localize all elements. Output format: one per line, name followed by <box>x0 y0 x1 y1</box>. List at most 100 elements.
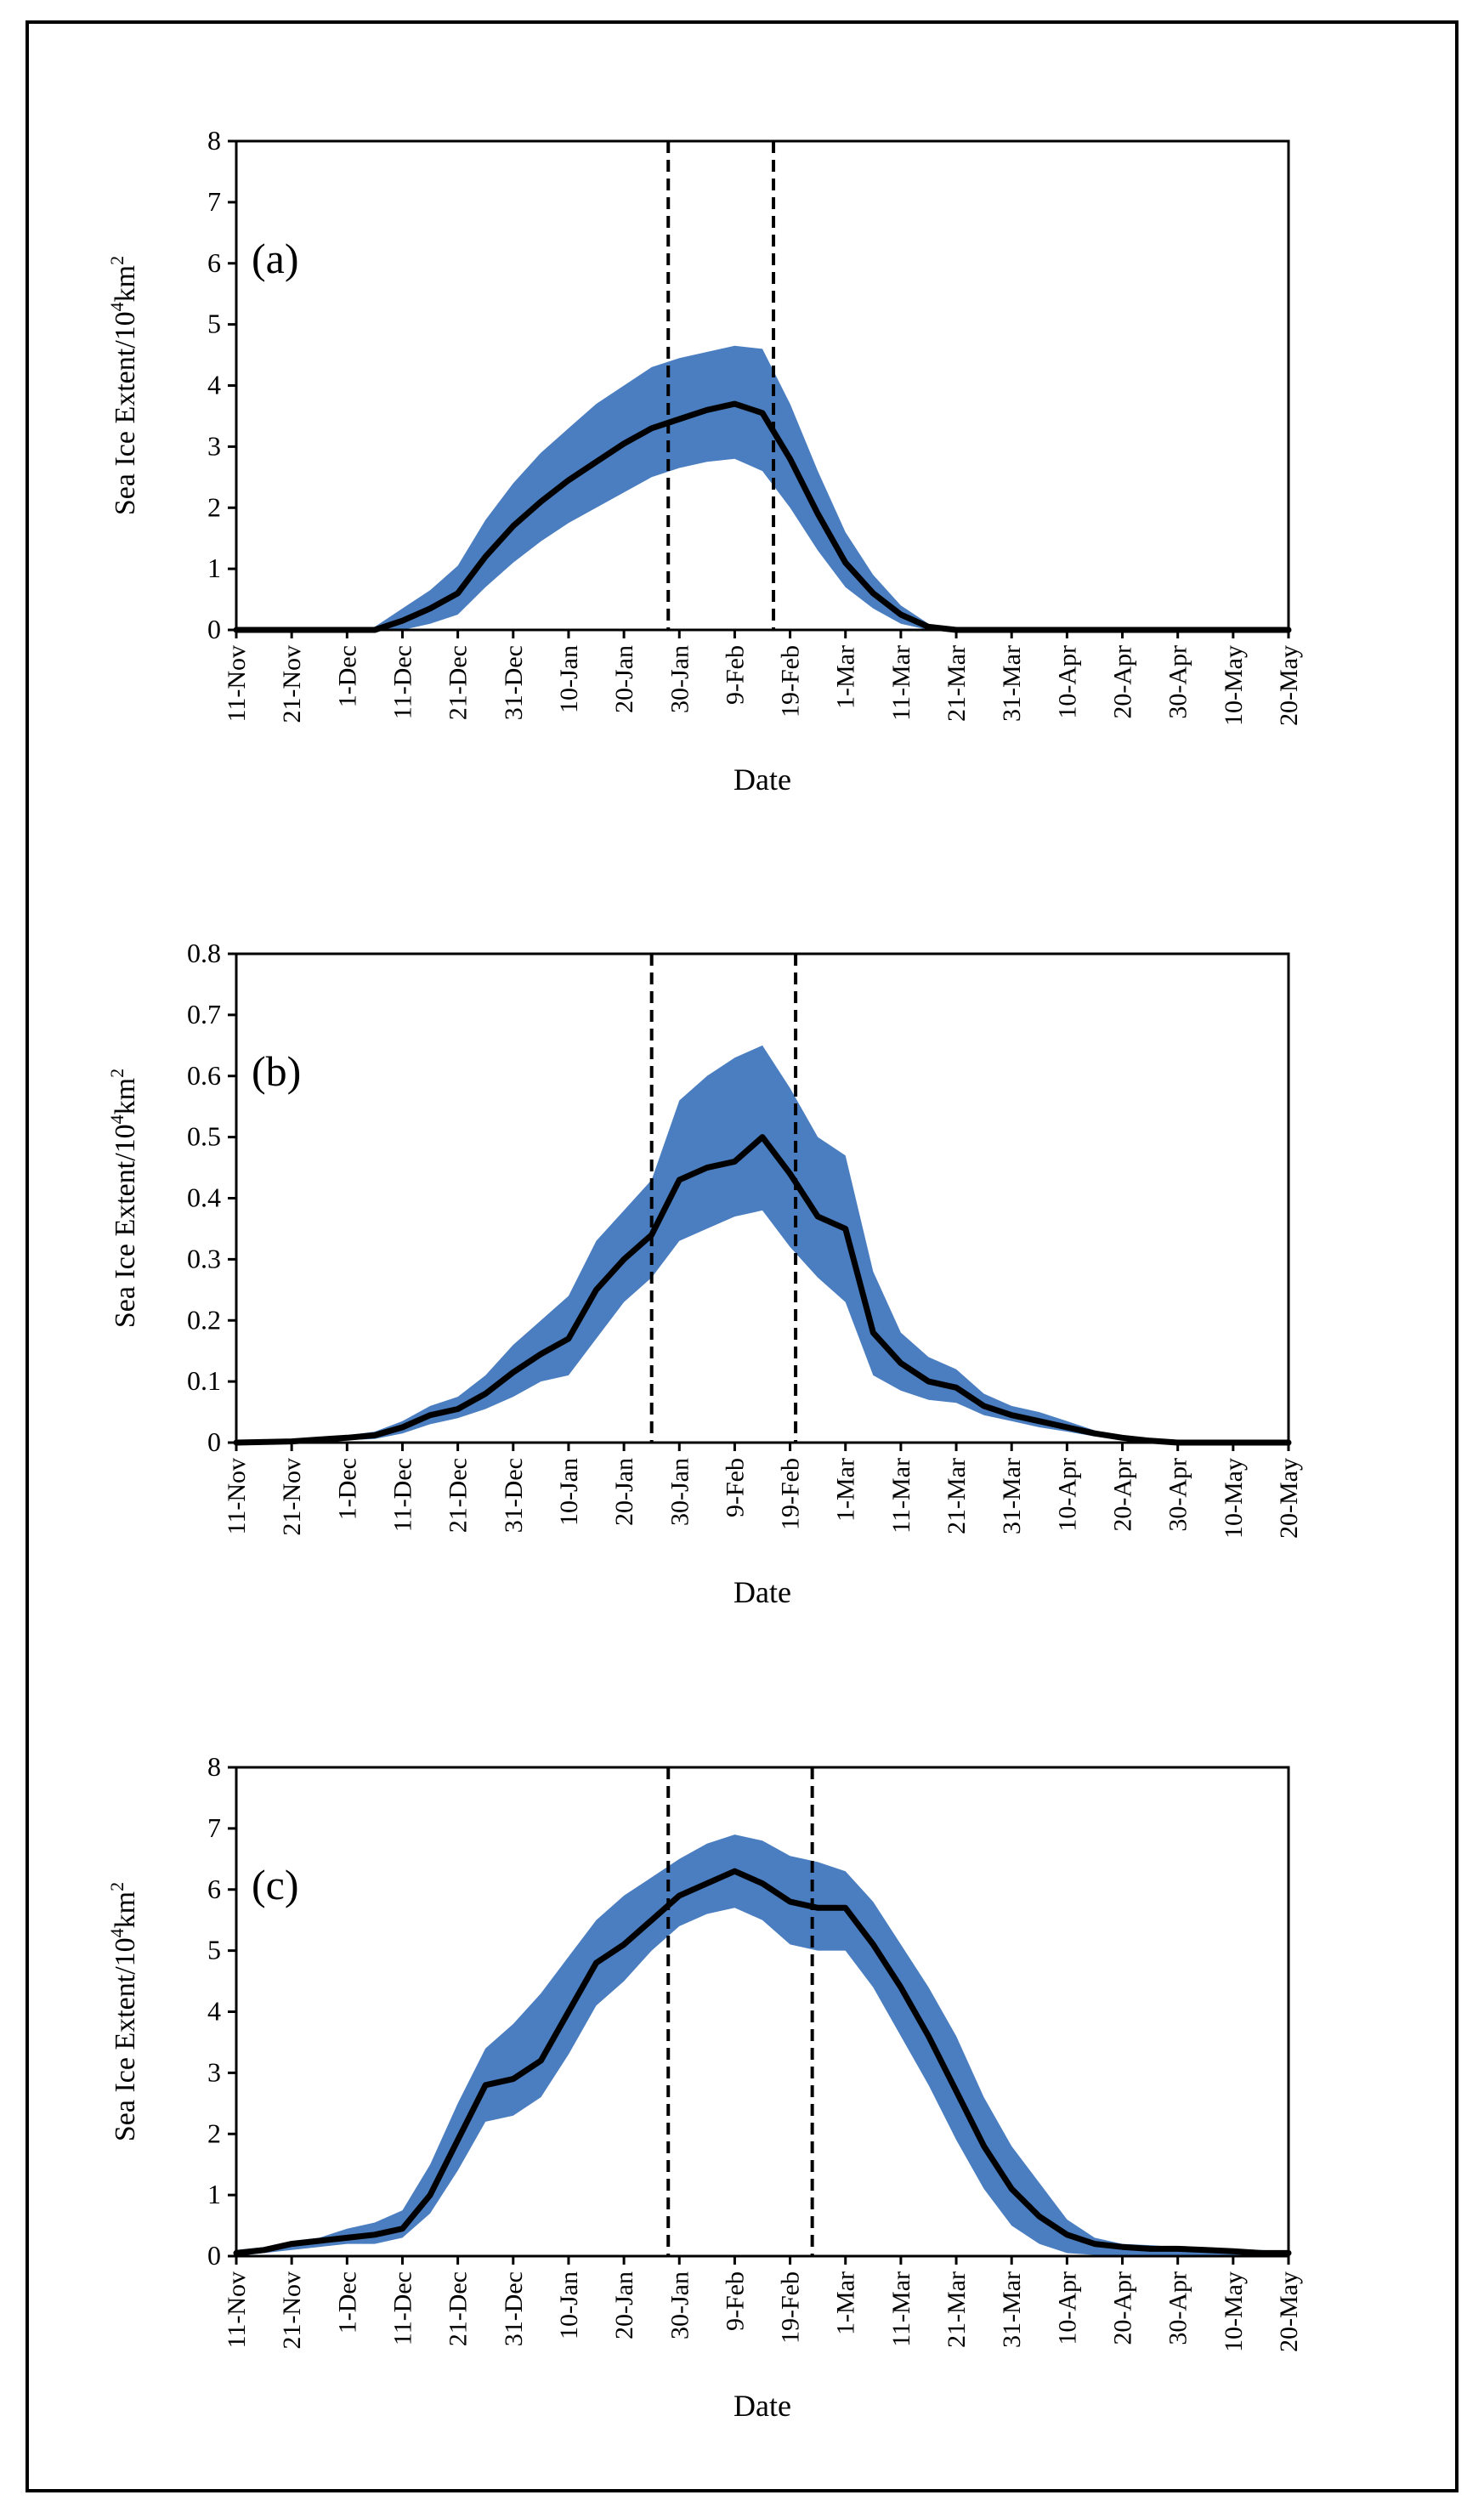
uncertainty-band-b <box>236 1045 1289 1443</box>
x-tick-label-a-2: 1-Dec <box>333 645 361 707</box>
x-tick-label-a-9: 9-Feb <box>721 645 749 705</box>
y-tick-label-a-6: 6 <box>207 247 221 278</box>
y-axis-title-a: Sea Ice Extent/104km2 <box>106 256 141 515</box>
y-tick-label-b-5: 0.5 <box>187 1121 221 1152</box>
x-tick-label-c-5: 31-Dec <box>500 2271 528 2346</box>
x-tick-label-a-1: 21-Nov <box>278 645 306 723</box>
x-tick-label-b-0: 11-Nov <box>223 1458 251 1535</box>
x-tick-label-b-9: 9-Feb <box>721 1458 749 1517</box>
panel-label-a: (a) <box>252 235 299 282</box>
x-axis-title-a: Date <box>734 763 791 797</box>
x-tick-label-a-14: 31-Mar <box>998 645 1026 722</box>
x-tick-label-c-0: 11-Nov <box>223 2271 251 2349</box>
uncertainty-band-a <box>236 345 1289 630</box>
mean-line-c <box>233 1868 1292 2256</box>
x-tick-label-a-3: 11-Dec <box>388 645 416 719</box>
x-tick-label-c-19: 20-May <box>1275 2271 1303 2352</box>
x-tick-label-b-13: 21-Mar <box>943 1458 971 1534</box>
y-tick-label-b-7: 0.7 <box>187 999 221 1029</box>
x-tick-label-b-6: 10-Jan <box>555 1458 583 1526</box>
y-tick-label-a-3: 3 <box>207 430 221 461</box>
y-tick-label-b-1: 0.1 <box>187 1365 221 1396</box>
x-tick-label-b-18: 10-May <box>1220 1458 1248 1539</box>
y-tick-label-a-4: 4 <box>207 370 221 400</box>
y-axis-title-b: Sea Ice Extent/104km2 <box>106 1069 141 1328</box>
x-tick-label-b-3: 11-Dec <box>388 1458 416 1532</box>
x-tick-label-b-1: 21-Nov <box>278 1458 306 1536</box>
y-tick-label-b-2: 0.2 <box>187 1304 221 1335</box>
x-tick-label-a-15: 10-Apr <box>1053 645 1081 719</box>
x-tick-label-b-17: 30-Apr <box>1164 1458 1192 1532</box>
y-tick-label-a-8: 8 <box>207 125 221 156</box>
x-tick-label-a-4: 21-Dec <box>445 645 473 720</box>
x-tick-label-a-8: 30-Jan <box>666 645 694 713</box>
x-tick-label-b-11: 1-Mar <box>832 1458 860 1522</box>
y-tick-label-c-4: 4 <box>207 1996 221 2027</box>
chart-panel-c: 0 1 2 3 4 5 6 7 8 11-Nov 21-Nov 1-Dec 11-Dec 21-Dec 31… <box>106 1751 1303 2423</box>
x-tick-label-c-12: 11-Mar <box>887 2271 915 2347</box>
x-tick-label-c-15: 10-Apr <box>1053 2271 1081 2345</box>
y-tick-label-a-0: 0 <box>207 614 221 644</box>
x-tick-label-b-2: 1-Dec <box>333 1458 361 1520</box>
y-tick-label-b-0: 0 <box>207 1426 221 1457</box>
x-tick-label-c-10: 19-Feb <box>777 2271 805 2344</box>
x-tick-label-a-16: 20-Apr <box>1109 645 1137 719</box>
x-tick-label-c-17: 30-Apr <box>1164 2271 1192 2345</box>
y-tick-label-c-8: 8 <box>207 1751 221 1782</box>
x-tick-label-c-11: 1-Mar <box>832 2271 860 2335</box>
x-tick-label-a-13: 21-Mar <box>943 645 971 722</box>
x-tick-label-b-5: 31-Dec <box>500 1458 528 1533</box>
x-axis-title-c: Date <box>734 2389 791 2423</box>
mean-line-a <box>233 400 1292 633</box>
x-tick-label-c-6: 10-Jan <box>555 2271 583 2339</box>
panel-label-c: (c) <box>252 1861 299 1908</box>
y-tick-label-a-5: 5 <box>207 309 221 339</box>
x-tick-label-b-4: 21-Dec <box>445 1458 473 1533</box>
x-tick-label-a-0: 11-Nov <box>223 645 251 723</box>
x-tick-label-b-10: 19-Feb <box>777 1458 805 1530</box>
y-tick-label-c-0: 0 <box>207 2240 221 2271</box>
y-tick-label-c-3: 3 <box>207 2056 221 2087</box>
x-tick-label-b-8: 30-Jan <box>666 1458 694 1526</box>
y-tick-label-c-2: 2 <box>207 2118 221 2148</box>
x-tick-label-b-7: 20-Jan <box>610 1458 638 1526</box>
x-tick-label-a-6: 10-Jan <box>555 645 583 713</box>
y-tick-label-c-1: 1 <box>207 2179 221 2209</box>
x-axis-title-b: Date <box>734 1575 791 1609</box>
y-tick-label-b-8: 0.8 <box>187 938 221 968</box>
x-tick-label-a-19: 20-May <box>1275 645 1303 726</box>
x-tick-label-a-11: 1-Mar <box>832 645 860 709</box>
y-tick-label-c-6: 6 <box>207 1874 221 1904</box>
x-tick-label-c-2: 1-Dec <box>333 2271 361 2333</box>
x-tick-label-c-18: 10-May <box>1220 2271 1248 2352</box>
y-tick-label-c-5: 5 <box>207 1935 221 1965</box>
y-tick-label-b-4: 0.4 <box>187 1182 221 1213</box>
y-tick-label-b-6: 0.6 <box>187 1060 221 1091</box>
chart-panel-b: 0 0.1 0.2 0.3 0.4 0.5 0.6 0.7 0.8 11-Nov 21-Nov 1-D… <box>106 938 1303 1609</box>
x-tick-label-c-1: 21-Nov <box>278 2271 306 2350</box>
x-tick-label-c-7: 20-Jan <box>610 2271 638 2339</box>
y-tick-label-a-2: 2 <box>207 491 221 522</box>
x-tick-label-a-10: 19-Feb <box>777 645 805 717</box>
x-tick-label-a-12: 11-Mar <box>887 645 915 721</box>
mean-line-b <box>233 1134 1292 1446</box>
x-tick-label-a-5: 31-Dec <box>500 645 528 720</box>
x-tick-label-c-13: 21-Mar <box>943 2271 971 2348</box>
x-tick-label-c-9: 9-Feb <box>721 2271 749 2331</box>
x-tick-label-b-14: 31-Mar <box>998 1458 1026 1534</box>
uncertainty-band-c <box>236 1834 1289 2256</box>
y-tick-label-c-7: 7 <box>207 1812 221 1843</box>
x-tick-label-b-19: 20-May <box>1275 1458 1303 1539</box>
x-tick-label-c-3: 11-Dec <box>388 2271 416 2345</box>
y-tick-label-b-3: 0.3 <box>187 1243 221 1273</box>
x-tick-label-b-12: 11-Mar <box>887 1458 915 1534</box>
panel-label-b: (b) <box>252 1047 301 1095</box>
x-tick-label-a-7: 20-Jan <box>610 645 638 713</box>
y-tick-label-a-1: 1 <box>207 553 221 583</box>
y-tick-label-a-7: 7 <box>207 186 221 217</box>
x-tick-label-c-16: 20-Apr <box>1109 2271 1137 2345</box>
x-tick-label-b-15: 10-Apr <box>1053 1458 1081 1532</box>
x-tick-label-a-18: 10-May <box>1220 645 1248 726</box>
x-tick-label-c-8: 30-Jan <box>666 2271 694 2339</box>
x-tick-label-a-17: 30-Apr <box>1164 645 1192 719</box>
